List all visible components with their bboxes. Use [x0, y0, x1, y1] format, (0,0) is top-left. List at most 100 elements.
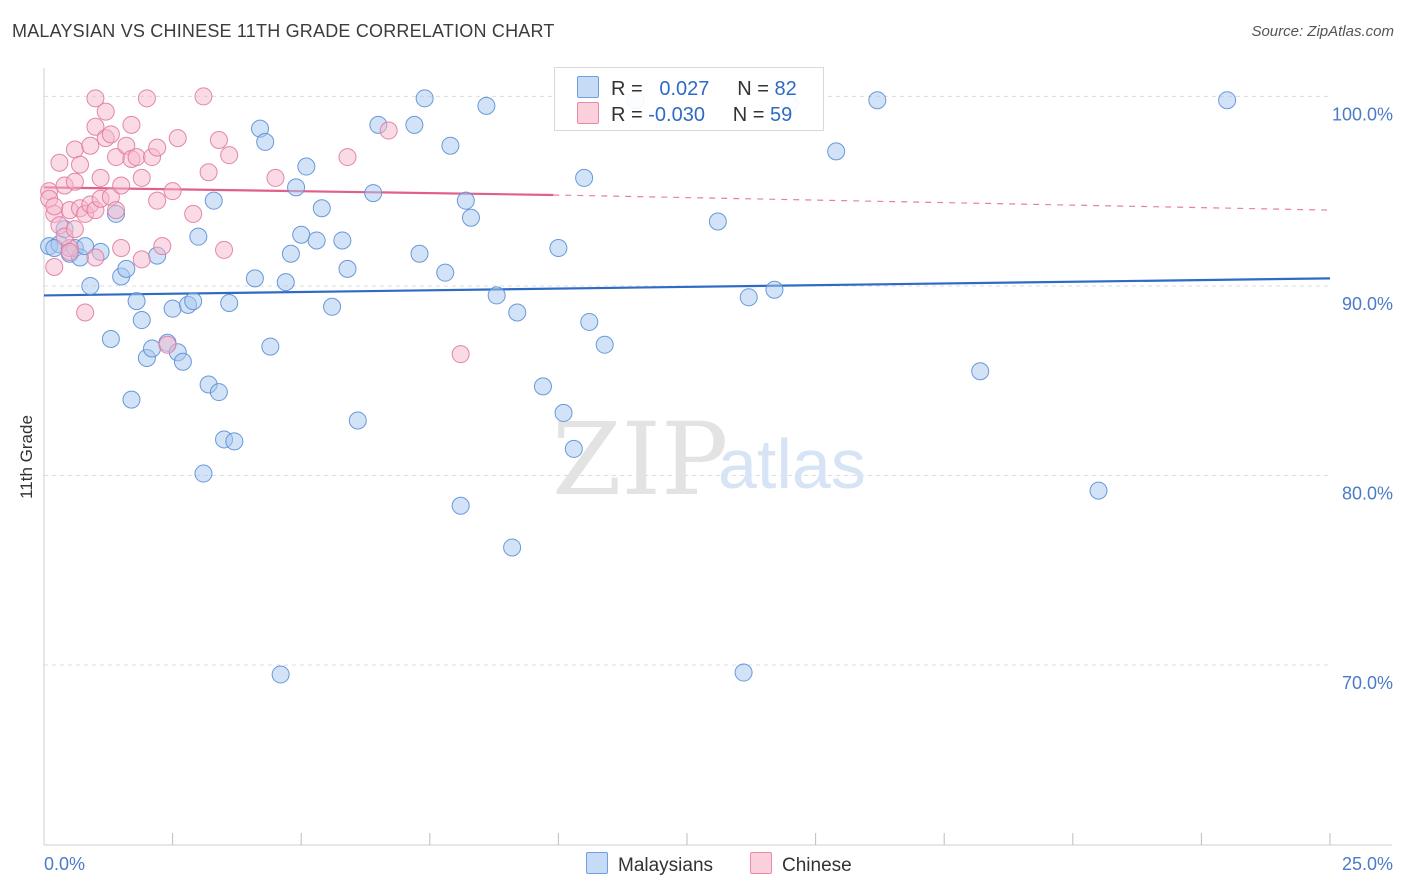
data-point: [1218, 91, 1237, 110]
data-point: [734, 663, 753, 682]
data-point: [487, 286, 506, 305]
data-point: [143, 339, 162, 358]
data-point: [580, 312, 599, 331]
chart-title: MALAYSIAN VS CHINESE 11TH GRADE CORRELAT…: [12, 21, 555, 41]
axis-labels: 100.0% 90.0% 80.0% 70.0% 0.0% 25.0% 11th Grade: [17, 104, 1393, 874]
data-point: [112, 239, 131, 258]
series-swatch-malaysians: [586, 852, 608, 874]
data-points: [40, 87, 1237, 684]
data-point: [65, 140, 84, 159]
data-point: [307, 231, 326, 250]
data-point: [266, 168, 285, 187]
legend-n-value: 82: [774, 78, 797, 100]
trend-line-chinese-extension: [553, 194, 1331, 211]
data-point: [220, 146, 239, 165]
data-point: [292, 225, 311, 244]
trend-lines: [43, 186, 1331, 297]
data-point: [441, 136, 460, 155]
data-point: [163, 299, 182, 318]
data-point: [1089, 481, 1108, 500]
legend-row-malaysians: R = 0.027 N = 82: [577, 76, 797, 102]
grid-lines: [44, 95, 1330, 666]
data-point: [184, 292, 203, 311]
data-point: [451, 345, 470, 364]
data-point: [312, 199, 331, 218]
legend-r-label: R =: [611, 78, 643, 100]
series-malaysians: [40, 89, 1237, 684]
data-point: [137, 89, 156, 108]
data-point: [96, 102, 115, 121]
legend-n-value: 59: [770, 104, 793, 126]
data-point: [209, 131, 228, 150]
watermark-atlas: atlas: [718, 425, 866, 503]
data-point: [168, 129, 187, 148]
legend-r-label: R =: [611, 104, 643, 126]
data-point: [323, 297, 342, 316]
data-point: [333, 231, 352, 250]
data-point: [132, 168, 151, 187]
data-point: [739, 288, 758, 307]
series-legend-chinese[interactable]: Chinese: [750, 852, 852, 877]
data-point: [533, 377, 552, 396]
x-tick-label-min: 0.0%: [44, 854, 85, 874]
data-point: [173, 352, 192, 371]
data-point: [338, 259, 357, 278]
data-point: [477, 96, 496, 115]
data-point: [65, 220, 84, 239]
data-point: [101, 330, 120, 349]
x-tick-label-max: 25.0%: [1342, 854, 1393, 874]
data-point: [276, 273, 295, 292]
data-point: [549, 239, 568, 258]
data-point: [107, 201, 126, 220]
data-point: [91, 168, 110, 187]
data-point: [554, 403, 573, 422]
data-point: [45, 197, 64, 216]
data-point: [575, 168, 594, 187]
data-point: [827, 142, 846, 161]
data-point: [338, 148, 357, 167]
data-point: [45, 257, 64, 276]
data-point: [287, 178, 306, 197]
data-point: [194, 87, 213, 106]
data-point: [564, 439, 583, 458]
data-point: [86, 248, 105, 267]
series-swatch-chinese: [750, 852, 772, 874]
data-point: [256, 132, 275, 151]
data-point: [153, 237, 172, 256]
series-legend-malaysians[interactable]: Malaysians: [586, 852, 713, 877]
data-point: [122, 115, 141, 134]
series-legend: Malaysians Chinese: [0, 852, 1406, 878]
data-point: [461, 208, 480, 227]
data-point: [132, 250, 151, 269]
legend-n-label: N =: [732, 104, 765, 126]
data-point: [199, 163, 218, 182]
data-point: [132, 311, 151, 330]
y-axis-title: 11th Grade: [17, 415, 36, 499]
data-point: [65, 172, 84, 191]
series-label-malaysians: Malaysians: [618, 855, 714, 876]
data-point: [184, 204, 203, 223]
data-point: [503, 538, 522, 557]
y-tick-label: 70.0%: [1342, 673, 1393, 693]
legend-swatch-chinese: [577, 102, 599, 124]
correlation-legend: R = 0.027 N = 82 R = -0.030 N = 59: [554, 67, 824, 131]
watermark-zip: ZIP: [552, 401, 728, 518]
legend-r-value: 0.027: [659, 78, 710, 100]
y-tick-label: 100.0%: [1332, 104, 1393, 124]
data-point: [765, 280, 784, 299]
data-point: [261, 337, 280, 356]
data-point: [117, 259, 136, 278]
data-point: [971, 362, 990, 381]
data-point: [271, 665, 290, 684]
series-chinese: [40, 87, 470, 364]
data-point: [60, 242, 79, 261]
data-point: [127, 148, 146, 167]
legend-n-label: N =: [737, 78, 769, 100]
data-point: [245, 269, 264, 288]
data-point: [868, 91, 887, 110]
data-point: [76, 303, 95, 322]
legend-row-chinese: R = -0.030 N = 59: [577, 102, 792, 128]
data-point: [86, 89, 105, 108]
data-point: [595, 335, 614, 354]
